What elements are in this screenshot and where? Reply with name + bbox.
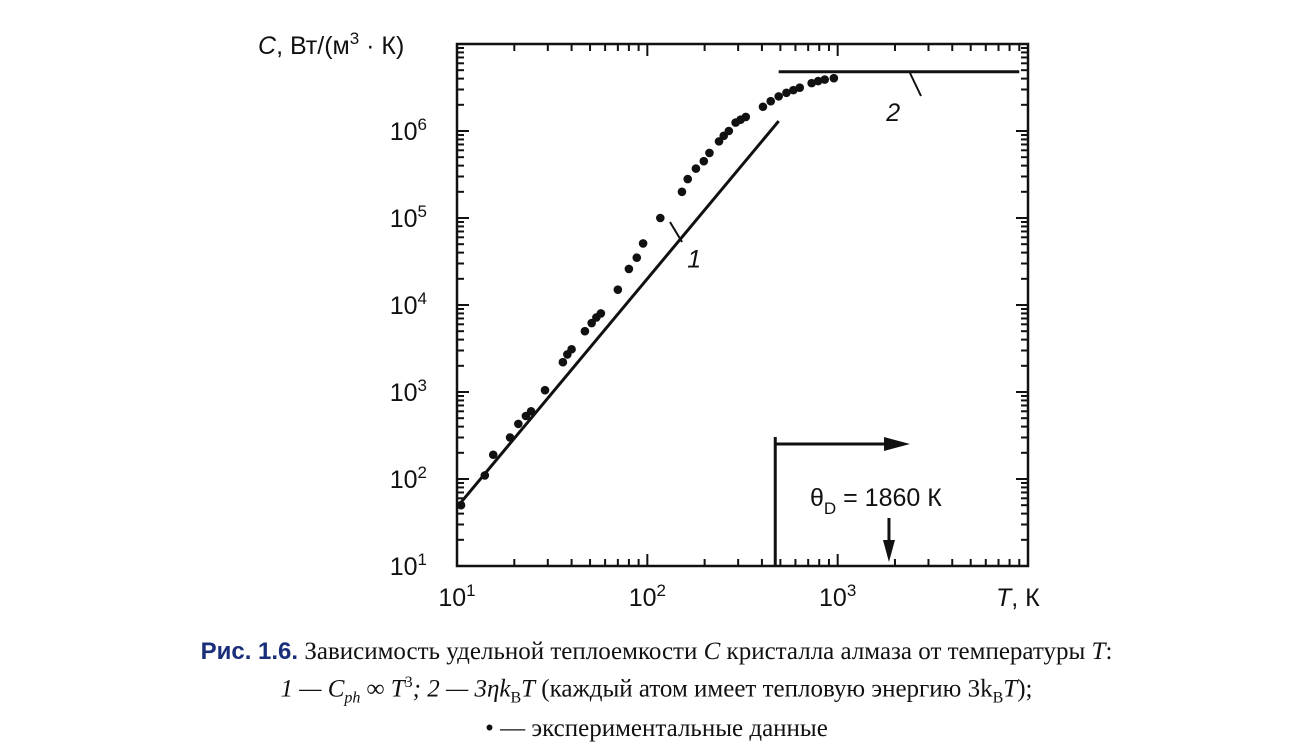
y-tick-base: 10 <box>390 466 418 494</box>
y-tick-label: 101 <box>390 550 427 581</box>
y-tick-base: 10 <box>390 292 418 320</box>
data-point <box>632 253 642 262</box>
theta-d-symbol: θ <box>810 484 824 512</box>
x-tick-base: 10 <box>438 584 466 612</box>
y-tick-label: 105 <box>390 202 427 233</box>
curve-1-line <box>457 120 780 507</box>
caption-line-1: Рис. 1.6. Зависимость удельной теплоемко… <box>200 638 1113 665</box>
data-point <box>587 318 596 328</box>
y-tick-exponent: 2 <box>418 463 427 482</box>
x-tick-exponent: 2 <box>657 581 666 600</box>
data-point <box>580 326 590 336</box>
data-point <box>514 419 523 429</box>
y-tick-label: 106 <box>390 115 427 146</box>
y-tick-base: 10 <box>390 379 418 407</box>
x-tick-base: 10 <box>629 584 657 612</box>
data-point <box>488 450 498 460</box>
data-point <box>699 156 709 166</box>
y-tick-exponent: 6 <box>418 115 427 134</box>
right-arrowhead-icon <box>884 437 911 451</box>
data-point <box>540 385 550 395</box>
data-point <box>782 88 791 98</box>
x-axis-label: T, К <box>996 584 1040 612</box>
data-point <box>807 78 816 88</box>
x-tick-exponent: 1 <box>466 581 475 600</box>
curve-label-2: 2 <box>885 99 900 127</box>
y-tick-exponent: 1 <box>418 550 427 569</box>
down-arrowhead-icon <box>882 540 895 562</box>
y-tick-label: 104 <box>390 289 427 320</box>
curve-label-1: 1 <box>687 245 701 273</box>
data-point <box>705 148 714 158</box>
data-point <box>567 344 576 354</box>
theta-d-label: θD = 1860 К <box>810 484 942 518</box>
caption-line-3: • — экспериментальные данные <box>485 715 828 743</box>
data-point <box>758 102 768 112</box>
data-point <box>656 213 665 223</box>
data-point <box>558 357 568 367</box>
x-tick-label: 101 <box>438 581 475 612</box>
y-axis-label: C, Вт/(м3 · К) <box>258 29 404 60</box>
y-tick-base: 10 <box>390 205 418 233</box>
x-tick-exponent: 3 <box>847 581 856 600</box>
data-point <box>724 126 734 136</box>
caption-label: Рис. 1.6. <box>200 638 299 665</box>
data-point <box>795 83 805 92</box>
x-tick-base: 10 <box>819 584 847 612</box>
curve-2-leader-line <box>909 72 922 97</box>
data-point <box>596 309 606 318</box>
theta-d-subscript: D <box>824 499 836 518</box>
data-point <box>813 76 823 86</box>
data-point <box>820 75 830 84</box>
data-point <box>766 96 776 106</box>
data-series: 12 <box>456 70 1020 510</box>
annotations: θD = 1860 К <box>773 437 942 566</box>
figure-caption: Рис. 1.6. Зависимость удельной теплоемко… <box>0 636 1313 744</box>
curve-1-leader-line <box>669 221 683 243</box>
data-point <box>624 264 634 274</box>
data-point <box>677 187 687 197</box>
theta-d-value: = 1860 К <box>836 484 942 512</box>
x-tick-label: 102 <box>629 581 666 612</box>
y-tick-exponent: 4 <box>418 289 427 308</box>
data-point <box>691 164 701 173</box>
y-tick-exponent: 5 <box>418 202 427 221</box>
caption-line-2: 1 — Cph ∞ T3; 2 — 3ηkBT (каждый атом име… <box>280 674 1033 707</box>
y-tick-base: 10 <box>390 118 418 146</box>
y-tick-base: 10 <box>390 553 418 581</box>
y-tick-exponent: 3 <box>418 376 427 395</box>
data-point <box>774 92 784 101</box>
data-point <box>829 73 839 83</box>
x-tick-label: 103 <box>819 581 856 612</box>
data-point <box>683 174 693 184</box>
data-point <box>741 112 751 122</box>
data-point <box>613 285 623 294</box>
data-point <box>638 239 648 248</box>
y-tick-label: 102 <box>390 463 427 494</box>
y-tick-label: 103 <box>390 376 427 407</box>
